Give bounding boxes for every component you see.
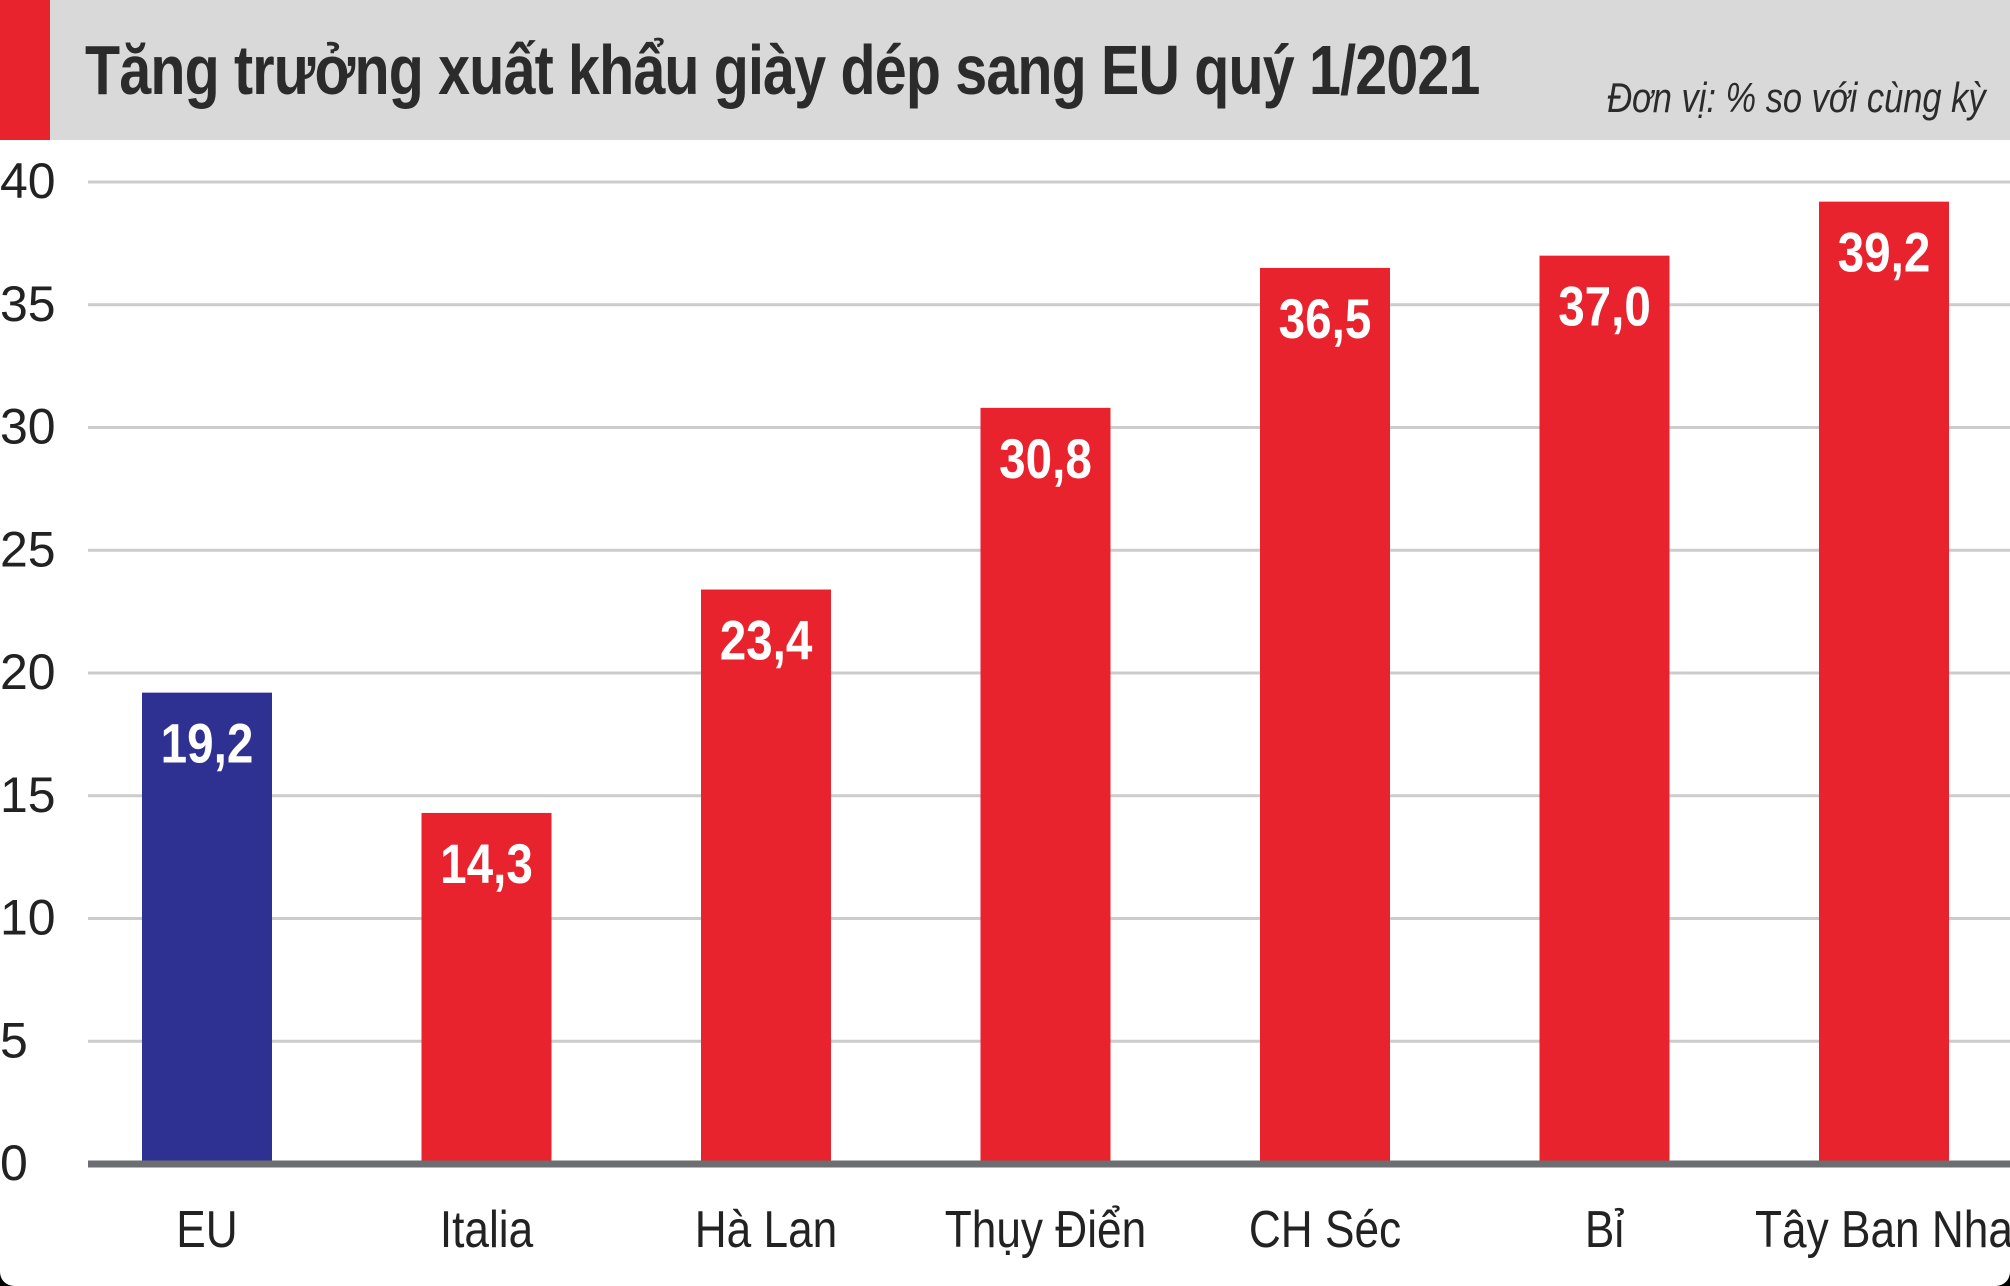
x-category-label-6: Bỉ <box>1585 1201 1625 1259</box>
x-category-label-4: Thụy Điển <box>945 1201 1146 1259</box>
bar-4 <box>980 407 1111 1164</box>
x-category-label-2: Italia <box>440 1201 534 1259</box>
bar-value-label-2: 14,3 <box>440 833 533 895</box>
bar-value-label-3: 23,4 <box>720 610 813 672</box>
bar-7 <box>1819 201 1949 1164</box>
y-tick-label-25: 25 <box>0 521 56 577</box>
y-tick-label-0: 0 <box>0 1135 28 1191</box>
y-tick-label-35: 35 <box>0 276 56 332</box>
bar-5 <box>1260 267 1390 1164</box>
x-axis-labels: EU Italia Hà Lan Thụy Điển CH Séc Bỉ Tây Ban N… <box>176 1201 2010 1259</box>
y-axis-ticks: 0 5 10 15 20 25 30 35 40 <box>0 153 56 1191</box>
y-tick-label-20: 20 <box>0 644 56 700</box>
bar-1 <box>142 692 272 1164</box>
bar-value-label-1: 19,2 <box>161 713 254 775</box>
y-tick-label-40: 40 <box>0 153 56 209</box>
bar-value-label-6: 37,0 <box>1558 276 1651 338</box>
y-tick-label-5: 5 <box>0 1012 28 1068</box>
unit-note: Đơn vị: % so với cùng kỳ <box>1607 74 1986 121</box>
x-category-label-7: Tây Ban Nha <box>1755 1201 2010 1259</box>
header-accent-bar <box>0 0 50 140</box>
y-tick-label-30: 30 <box>0 399 56 455</box>
x-category-label-3: Hà Lan <box>695 1201 838 1259</box>
bars: 19,2 14,3 23,4 30,8 36,5 37,0 39,2 <box>142 201 1949 1164</box>
bar-3 <box>701 589 831 1164</box>
bar-value-label-4: 30,8 <box>999 428 1092 490</box>
y-tick-label-15: 15 <box>0 767 56 823</box>
y-tick-label-10: 10 <box>0 890 56 946</box>
bar-value-label-7: 39,2 <box>1838 222 1931 284</box>
x-category-label-1: EU <box>176 1201 237 1259</box>
bar-2 <box>421 812 552 1164</box>
bar-chart: 0 5 10 15 20 25 30 35 40 19,2 14,3 23,4 30,8 36,5 37,… <box>0 153 2010 1259</box>
bar-6 <box>1539 255 1670 1164</box>
x-category-label-5: CH Séc <box>1249 1201 1401 1259</box>
chart-title: Tăng trưởng xuất khẩu giày dép sang EU q… <box>85 31 1480 109</box>
chart-header: Tăng trưởng xuất khẩu giày dép sang EU q… <box>0 0 2010 140</box>
bar-value-label-5: 36,5 <box>1279 288 1372 350</box>
